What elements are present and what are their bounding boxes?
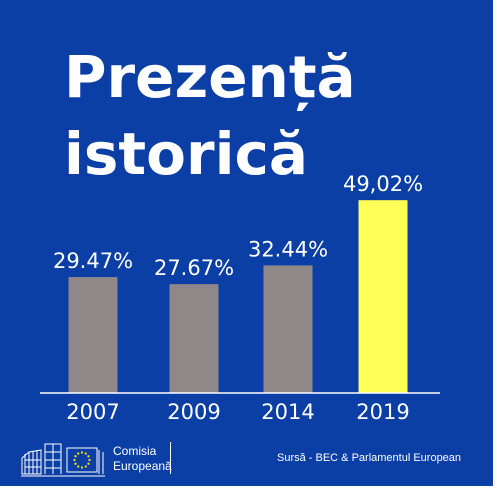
value-label-2007: 29.47% xyxy=(53,249,133,273)
european-commission-logo-icon xyxy=(21,443,105,477)
title-line-2: istorică xyxy=(64,120,308,188)
bar-chart: 29.47% 2007 27.67% 2009 32.44% 2014 49,02% 2019 xyxy=(40,172,440,424)
source-note: Sursă - BEC & Parlamentul European xyxy=(277,452,462,464)
value-label-2014: 32.44% xyxy=(248,237,328,261)
logo-line-1: Comisia xyxy=(113,444,157,458)
logo-divider xyxy=(170,442,171,474)
bar-2007 xyxy=(68,277,118,393)
value-label-2009: 27.67% xyxy=(154,256,234,280)
bar-2019 xyxy=(358,200,408,393)
bar-2014 xyxy=(263,265,313,393)
european-commission-label: Comisia Europeană xyxy=(113,444,172,474)
x-tick-label-2009: 2009 xyxy=(167,400,220,424)
bar-2009 xyxy=(169,284,219,393)
infographic-panel: Prezență istorică 29.47% 2007 27.67% 2009 32… xyxy=(0,0,493,486)
logo-line-2: Europeană xyxy=(113,459,172,473)
x-tick-label-2019: 2019 xyxy=(356,400,409,424)
value-label-2019: 49,02% xyxy=(343,172,423,196)
x-tick-label-2014: 2014 xyxy=(261,400,314,424)
x-tick-label-2007: 2007 xyxy=(66,400,119,424)
footer: Comisia Europeană Sursă - BEC & Parlamen… xyxy=(0,428,493,486)
title-line-1: Prezență xyxy=(64,43,356,111)
